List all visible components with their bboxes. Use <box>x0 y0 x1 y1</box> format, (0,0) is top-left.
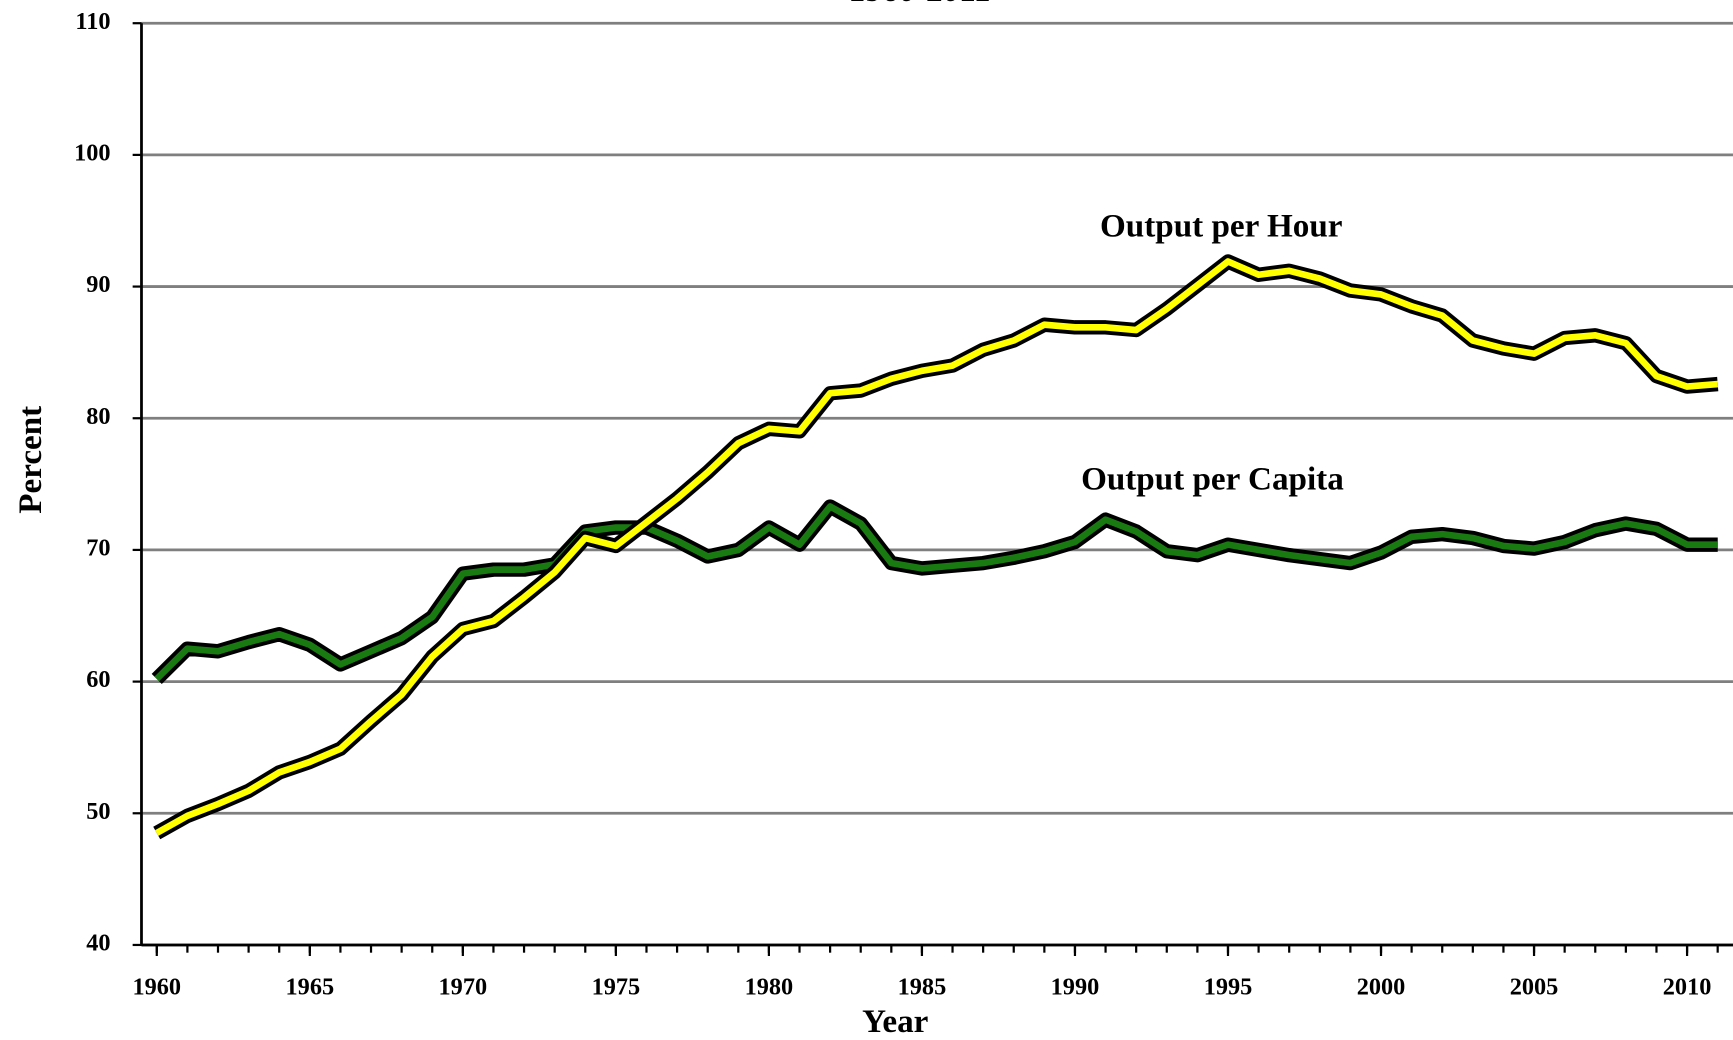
y-tick-label: 80 <box>86 403 110 430</box>
x-tick-label: 1975 <box>592 974 641 1001</box>
x-tick-label: 1985 <box>898 974 947 1001</box>
y-tick-label: 50 <box>86 798 110 825</box>
y-tick-label: 40 <box>86 930 110 957</box>
y-tick-label: 100 <box>74 139 110 166</box>
y-axis-label: Percent <box>12 406 49 514</box>
x-tick-label: 1980 <box>745 974 794 1001</box>
x-tick-label: 2000 <box>1357 974 1406 1001</box>
series-label: Output per Capita <box>1081 460 1344 497</box>
y-tick-label: 90 <box>86 271 110 298</box>
x-tick-label: 2010 <box>1663 974 1712 1001</box>
x-tick-label: 1965 <box>286 974 335 1001</box>
line <box>154 503 1718 682</box>
line-outline <box>151 499 1718 685</box>
y-tick-label: 70 <box>86 534 110 561</box>
chart-title: 1960-2011 <box>849 0 991 9</box>
line <box>155 258 1719 836</box>
x-tick-label: 2005 <box>1510 974 1559 1001</box>
y-tick-label: 60 <box>86 666 110 693</box>
x-tick-label: 1970 <box>439 974 488 1001</box>
y-tick-label: 110 <box>75 8 110 35</box>
x-tick-label: 1995 <box>1204 974 1253 1001</box>
x-tick-label: 1960 <box>132 974 181 1001</box>
series-label: Output per Hour <box>1100 207 1342 244</box>
x-axis-label: Year <box>862 1003 928 1040</box>
x-tick-label: 1990 <box>1051 974 1100 1001</box>
